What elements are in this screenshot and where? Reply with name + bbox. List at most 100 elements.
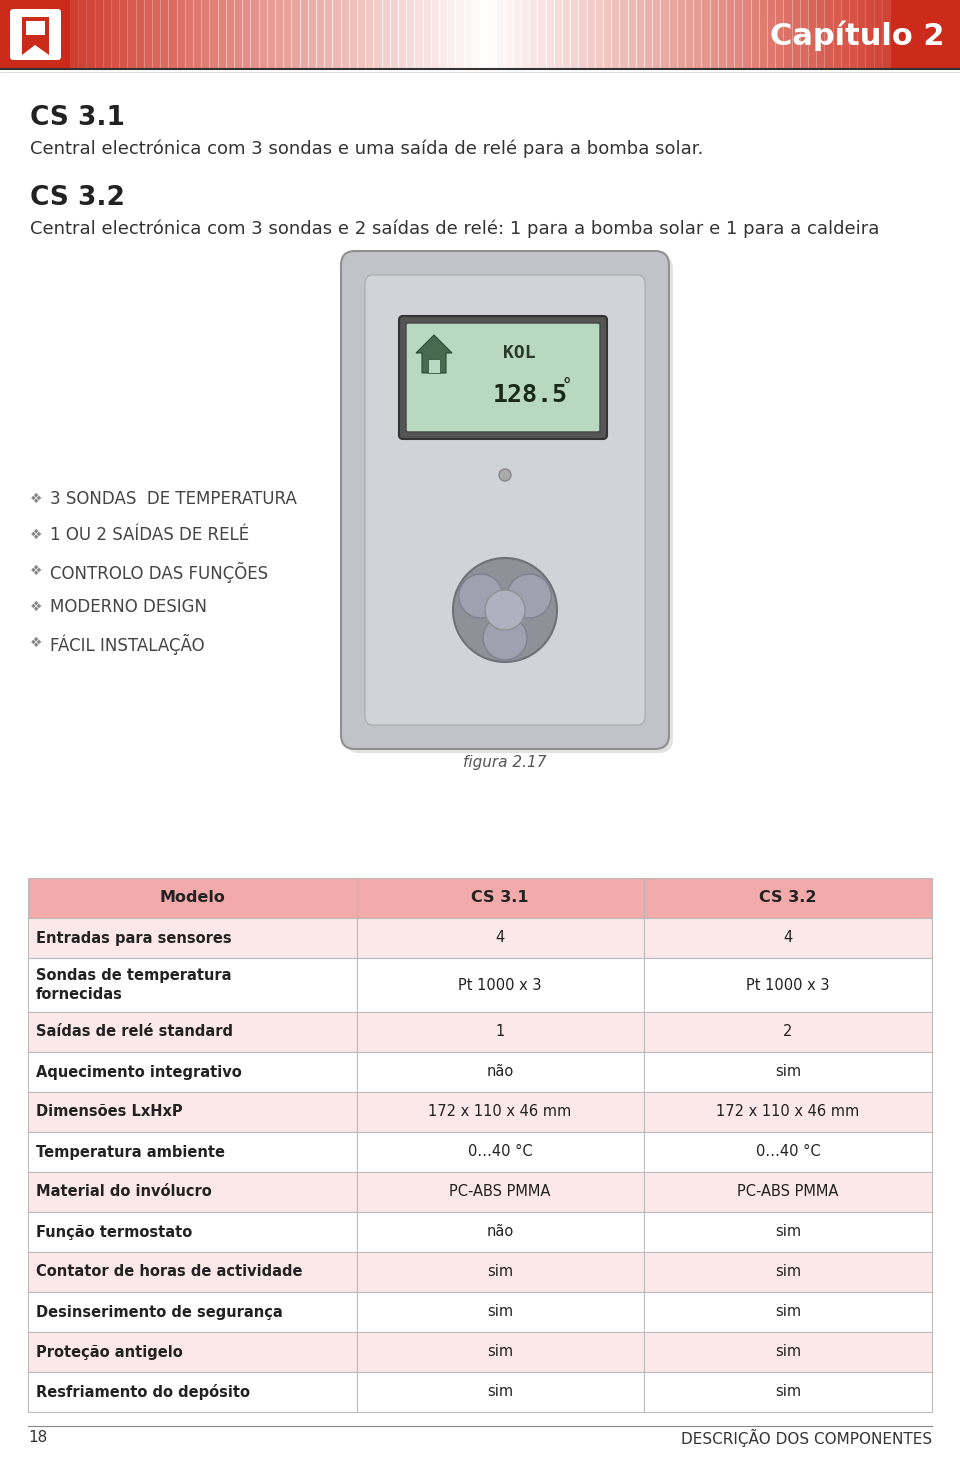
Text: 1 OU 2 SAÍDAS DE RELÉ: 1 OU 2 SAÍDAS DE RELÉ (50, 526, 250, 545)
Bar (562, 0, 571, 67)
Text: Pt 1000 x 3: Pt 1000 x 3 (458, 978, 541, 993)
Text: sim: sim (775, 1224, 801, 1240)
Text: Modelo: Modelo (159, 890, 225, 906)
Text: CS 3.2: CS 3.2 (30, 184, 125, 211)
Bar (357, 1092, 644, 1132)
Text: Resfriamento do depósito: Resfriamento do depósito (36, 1383, 250, 1400)
Bar (28, 957, 357, 1012)
Bar (422, 0, 432, 67)
Bar (373, 0, 383, 67)
Bar (734, 0, 743, 67)
Text: Sondas de temperatura
fornecidas: Sondas de temperatura fornecidas (36, 968, 231, 1001)
Bar (865, 0, 875, 67)
Bar (28, 1012, 357, 1053)
Bar (103, 0, 112, 67)
Bar (357, 1293, 644, 1332)
Bar (202, 0, 210, 67)
Bar (283, 0, 293, 67)
Bar (644, 1293, 932, 1332)
Text: 172 x 110 x 46 mm: 172 x 110 x 46 mm (428, 1104, 571, 1120)
Text: Central electrónica com 3 sondas e uma saída de relé para a bomba solar.: Central electrónica com 3 sondas e uma s… (30, 141, 704, 158)
Bar (28, 1332, 357, 1372)
Bar (28, 1212, 357, 1252)
Bar (841, 0, 850, 67)
Bar (218, 0, 227, 67)
Bar (505, 0, 514, 67)
Bar (398, 0, 407, 67)
Text: °: ° (563, 378, 571, 395)
Bar (800, 0, 809, 67)
Bar (529, 0, 539, 67)
Bar (587, 0, 596, 67)
Text: Entradas para sensores: Entradas para sensores (36, 931, 231, 946)
Bar (644, 0, 653, 67)
Bar (431, 0, 440, 67)
Bar (28, 1173, 357, 1212)
Bar (357, 1252, 644, 1293)
Text: PC-ABS PMMA: PC-ABS PMMA (449, 1184, 551, 1199)
Bar (28, 1092, 357, 1132)
FancyBboxPatch shape (345, 255, 673, 752)
Text: sim: sim (487, 1304, 513, 1319)
Bar (193, 0, 203, 67)
Bar (267, 0, 276, 67)
Bar (668, 0, 678, 67)
FancyBboxPatch shape (10, 9, 61, 60)
Text: ❖: ❖ (30, 600, 42, 613)
Text: figura 2.17: figura 2.17 (464, 755, 547, 770)
Text: 4: 4 (783, 931, 793, 946)
Bar (874, 0, 883, 67)
Bar (816, 0, 826, 67)
Bar (184, 0, 194, 67)
Bar (628, 0, 636, 67)
Text: sim: sim (775, 1064, 801, 1079)
Text: 128.5: 128.5 (493, 384, 568, 407)
Bar (554, 0, 563, 67)
Bar (825, 0, 833, 67)
Bar (538, 0, 546, 67)
Bar (578, 0, 588, 67)
FancyBboxPatch shape (399, 316, 607, 439)
Text: Central electrónica com 3 sondas e 2 saídas de relé: 1 para a bomba solar e 1 pa: Central electrónica com 3 sondas e 2 saí… (30, 220, 879, 239)
Bar (612, 0, 620, 67)
Bar (644, 1372, 932, 1411)
Bar (480, 0, 490, 67)
Text: 0…40 °C: 0…40 °C (756, 1145, 820, 1159)
Bar (234, 0, 243, 67)
Text: DESCRIÇÃO DOS COMPONENTES: DESCRIÇÃO DOS COMPONENTES (681, 1429, 932, 1446)
Text: sim: sim (487, 1385, 513, 1400)
Text: 4: 4 (495, 931, 505, 946)
Text: Material do invólucro: Material do invólucro (36, 1184, 212, 1199)
Bar (521, 0, 530, 67)
Bar (471, 0, 481, 67)
Bar (693, 0, 703, 67)
Bar (332, 0, 342, 67)
Circle shape (499, 468, 511, 482)
Bar (128, 0, 136, 67)
Text: ❖: ❖ (30, 564, 42, 578)
Bar (702, 0, 710, 67)
Circle shape (485, 590, 525, 630)
FancyBboxPatch shape (365, 275, 645, 725)
Bar (808, 0, 817, 67)
Bar (357, 1372, 644, 1411)
Bar (709, 0, 719, 67)
Bar (767, 0, 777, 67)
Bar (95, 0, 104, 67)
Bar (644, 1212, 932, 1252)
Bar (775, 0, 784, 67)
Circle shape (459, 574, 503, 618)
Bar (464, 0, 472, 67)
Bar (636, 0, 645, 67)
Text: CONTROLO DAS FUNÇÕES: CONTROLO DAS FUNÇÕES (50, 562, 268, 583)
Bar (545, 0, 555, 67)
Bar (365, 0, 374, 67)
Bar (381, 0, 391, 67)
Bar (111, 0, 120, 67)
Bar (357, 918, 644, 957)
Text: Capítulo 2: Capítulo 2 (771, 20, 945, 51)
Bar (390, 0, 399, 67)
Bar (718, 0, 727, 67)
Text: 2: 2 (783, 1025, 793, 1039)
Bar (242, 0, 252, 67)
